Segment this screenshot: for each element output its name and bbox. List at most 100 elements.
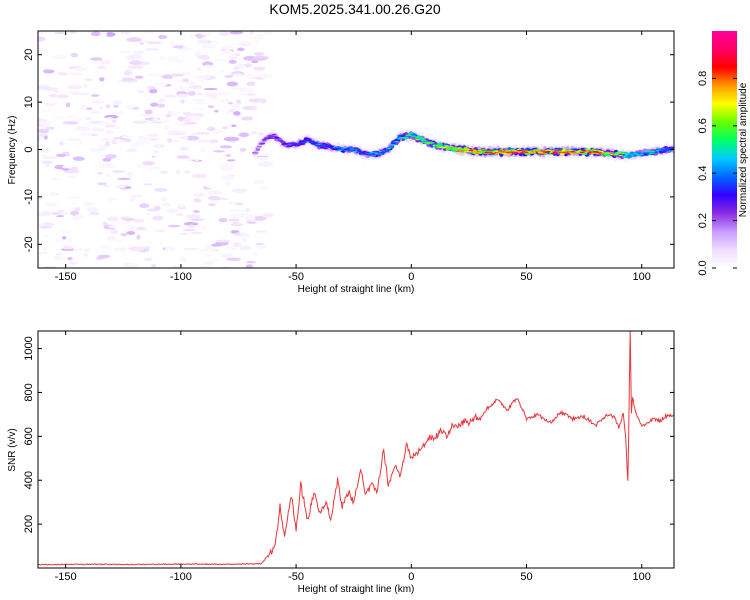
heatmap-noise-blob: [232, 111, 241, 116]
heatmap-noise-blob: [248, 145, 255, 150]
heatmap-noise-blob: [154, 188, 168, 192]
heatmap-noise-blob: [144, 246, 151, 249]
heatmap-noise-blob: [98, 122, 113, 126]
heatmap-noise-blob: [165, 113, 172, 118]
heatmap-ridge-cell: [636, 154, 641, 156]
heatmap-noise-blob: [120, 233, 128, 237]
heatmap-ridge-cell: [387, 146, 393, 149]
heatmap-noise-blob: [91, 133, 98, 137]
heatmap-noise-blob: [90, 94, 100, 97]
heatmap-noise-blob: [239, 147, 247, 152]
heatmap-ridge-cell: [444, 145, 449, 147]
heatmap-noise-blob: [254, 51, 265, 56]
heatmap-noise-blob: [75, 126, 91, 132]
heatmap-noise-blob: [38, 120, 53, 126]
heatmap-noise-blob: [105, 154, 117, 159]
heatmap-noise-blob: [99, 106, 104, 110]
heatmap-noise-blob: [146, 213, 152, 216]
heatmap-ridge-cell: [416, 136, 422, 138]
heatmap-noise-blob: [56, 153, 66, 157]
heatmap-noise-blob: [216, 239, 231, 243]
heatmap-noise-blob: [229, 87, 244, 90]
heatmap-ridge-cell: [279, 141, 285, 143]
heatmap-noise-blob: [54, 255, 61, 260]
heatmap-noise-blob: [227, 218, 240, 222]
heatmap-noise-blob: [104, 197, 119, 201]
heatmap-noise-blob: [177, 203, 185, 208]
heatmap-ridge-cell: [373, 152, 378, 154]
heatmap-noise-blob: [169, 73, 185, 77]
heatmap-noise-blob: [229, 213, 245, 219]
heatmap-noise-blob: [100, 138, 114, 142]
heatmap-noise-blob: [89, 211, 100, 216]
heatmap-noise-blob: [100, 245, 112, 250]
heatmap-noise-blob: [195, 100, 208, 105]
heatmap-ridge-cell: [274, 136, 280, 139]
heatmap-noise-blob: [67, 256, 73, 261]
heatmap-noise-blob: [194, 157, 199, 162]
heatmap-noise-blob: [62, 229, 72, 233]
heatmap-noise-blob: [73, 92, 90, 96]
heatmap-noise-blob: [40, 210, 54, 216]
heatmap-noise-blob: [38, 251, 48, 255]
heatmap-ridge-cell: [537, 151, 543, 153]
heatmap-ridge-cell: [565, 152, 570, 154]
heatmap-x-label: Height of straight line (km): [298, 284, 415, 295]
heatmap-noise-blob: [238, 132, 250, 138]
heatmap-noise-blob: [54, 238, 65, 243]
heatmap-noise-blob: [179, 146, 189, 151]
heatmap-ridge-cell: [407, 134, 412, 136]
heatmap-ridge-cell: [519, 152, 525, 154]
heatmap-noise-blob: [226, 81, 239, 87]
heatmap-noise-blob: [188, 85, 202, 90]
colorbar-tick-label: 0.6: [697, 118, 709, 133]
heatmap-noise-blob: [241, 105, 258, 111]
heatmap-noise-blob: [193, 209, 200, 214]
x-tick-label: 50: [520, 571, 532, 583]
y-tick-label: -20: [23, 236, 35, 252]
x-tick-label: -50: [288, 571, 304, 583]
heatmap-noise-blob: [97, 254, 111, 259]
snr-y-axis: 200 400 600 800 1000: [23, 336, 674, 533]
heatmap-noise-blob: [144, 109, 153, 115]
heatmap-noise-blob: [231, 188, 248, 194]
heatmap-noise-blob: [211, 243, 223, 247]
snr-x-axis: -150 -100 -50 0 50 100: [55, 331, 651, 583]
heatmap-noise-blob: [96, 182, 108, 186]
heatmap-noise-blob: [191, 132, 197, 137]
heatmap-noise-blob: [142, 161, 156, 166]
heatmap-noise-blob: [263, 31, 274, 35]
x-tick-label: -50: [288, 271, 304, 283]
heatmap-noise-blob: [183, 222, 199, 226]
heatmap-noise-blob: [242, 237, 247, 243]
heatmap-noise-blob: [126, 231, 136, 235]
heatmap-ridge-cell: [439, 146, 445, 148]
heatmap-noise-blob: [91, 100, 105, 104]
heatmap-ridge-cell: [371, 155, 377, 157]
heatmap-noise-blob: [197, 39, 209, 44]
heatmap-noise-blob: [150, 264, 157, 268]
heatmap-noise-blob: [61, 245, 74, 250]
heatmap-noise-blob: [41, 155, 57, 160]
heatmap-y-label: Frequency (Hz): [7, 116, 18, 185]
heatmap-noise-blob: [217, 70, 225, 73]
heatmap-noise-blob: [194, 139, 210, 143]
x-tick-label: -150: [55, 271, 77, 283]
heatmap-ridge-cell: [623, 152, 629, 154]
heatmap-ridge-cell: [310, 140, 316, 142]
heatmap-ridge-cell: [342, 147, 348, 149]
heatmap-ridge-cell: [628, 153, 633, 155]
heatmap-noise-blob: [109, 229, 119, 235]
heatmap-noise-blob: [113, 247, 128, 252]
heatmap-ridge-cell: [500, 151, 506, 153]
heatmap-ridge-cell: [411, 135, 417, 137]
heatmap-ridge-cell: [466, 150, 472, 153]
heatmap-ridge-cell: [634, 153, 640, 155]
heatmap-noise-blob: [125, 105, 135, 109]
heatmap-ridge-cell: [487, 151, 493, 154]
y-tick-label: 600: [23, 427, 35, 445]
heatmap-noise-blob: [211, 249, 219, 252]
heatmap-noise-blob: [71, 247, 84, 252]
heatmap-noise-blob: [261, 213, 274, 218]
heatmap-noise-blob: [237, 93, 249, 97]
